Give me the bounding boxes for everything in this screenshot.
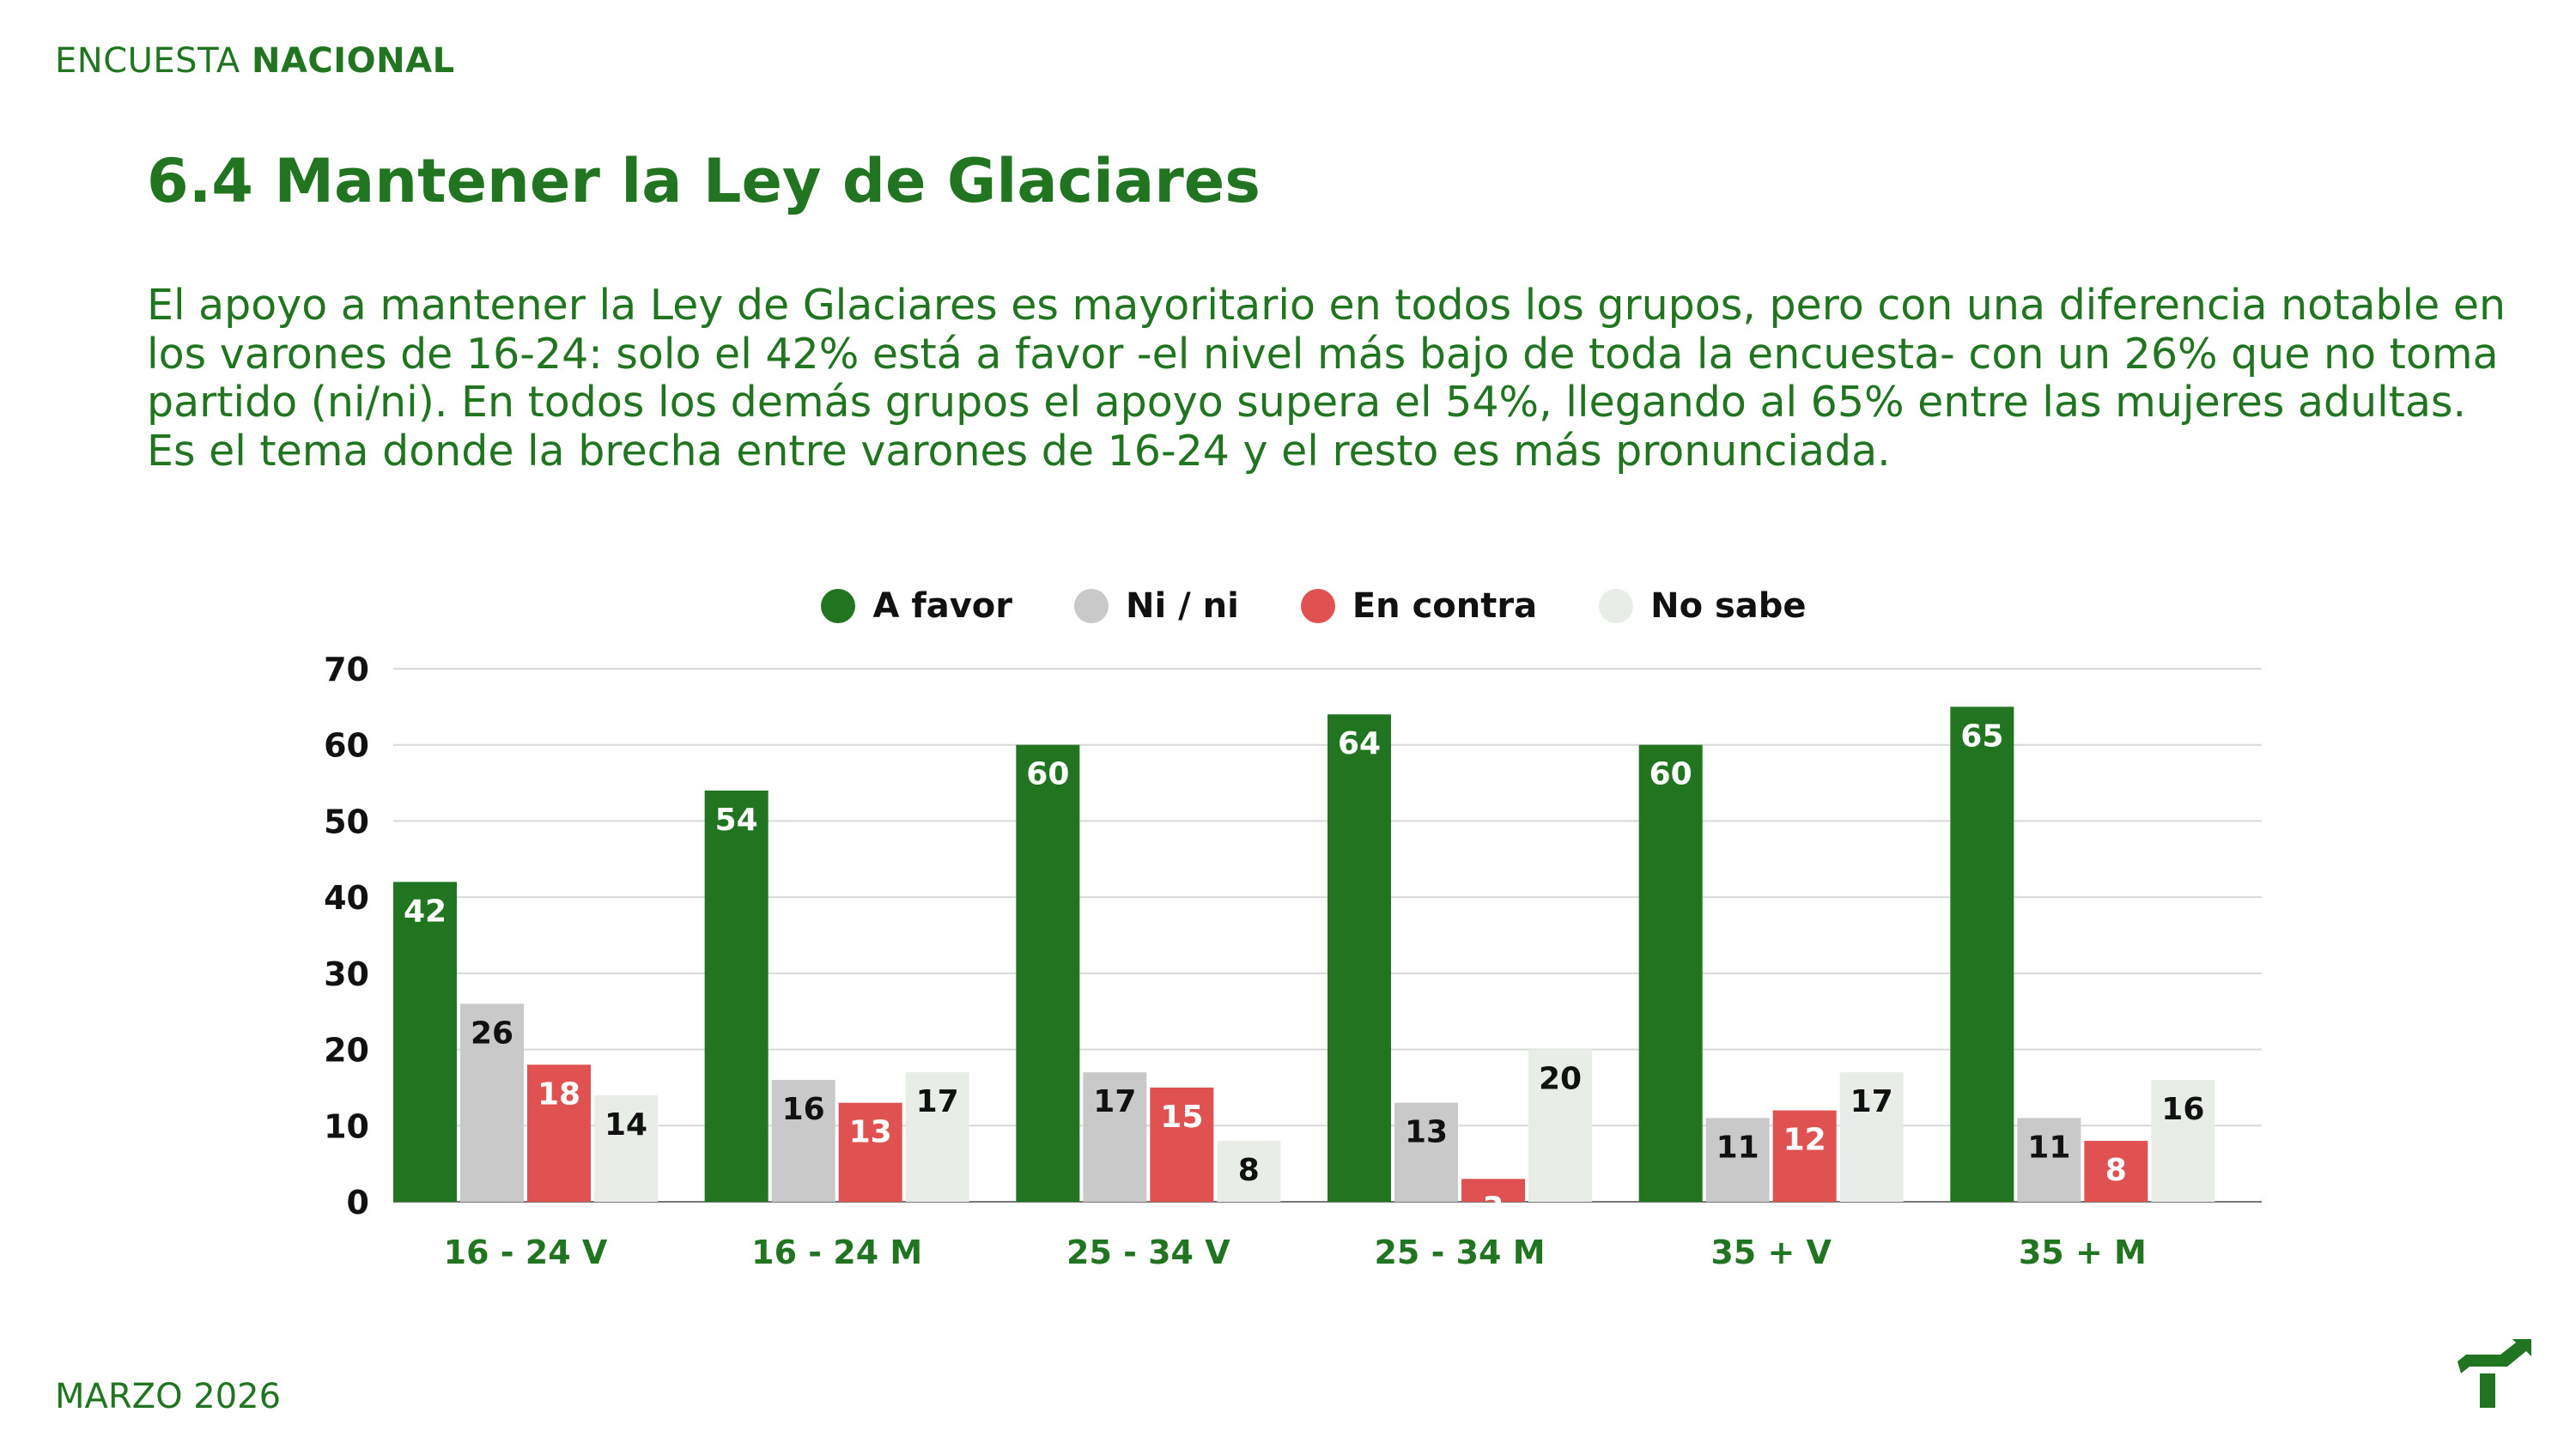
bar-ni-ni [1083,1072,1147,1202]
y-tick-label: 30 [324,955,369,993]
kicker-light: ENCUESTA [55,41,240,81]
x-category-label: 16 - 24 M [751,1234,922,1271]
bar-en-contra [1150,1087,1214,1202]
y-tick-label: 20 [324,1032,369,1070]
bar-ni-ni [771,1080,835,1202]
bar-a-favor [393,882,457,1202]
page-title: 6.4 Mantener la Ley de Glaciares [147,146,1261,216]
bar-a-favor [1327,714,1391,1202]
bar-ni-ni [460,1003,524,1202]
bar-en-contra [2084,1141,2148,1202]
y-tick-label: 60 [324,727,369,765]
survey-kicker: ENCUESTA NACIONAL [55,41,455,81]
bar-en-contra [838,1102,902,1202]
x-category-label: 25 - 34 M [1374,1234,1545,1271]
bar-no-sabe [1528,1049,1592,1202]
arrow-t-logo-icon [2458,1339,2531,1408]
y-tick-label: 50 [324,803,369,840]
data-label: 26 [471,1016,513,1051]
data-label: 16 [2161,1092,2204,1127]
y-tick-label: 70 [324,651,369,688]
data-label: 12 [1783,1123,1826,1158]
data-label: 11 [1716,1130,1759,1165]
y-tick-label: 40 [324,879,369,917]
x-category-label: 16 - 24 V [444,1234,608,1271]
x-category-label: 35 + V [1710,1234,1832,1271]
legend-label: Ni / ni [1126,586,1239,626]
bar-ni-ni [2017,1118,2081,1202]
y-tick-label: 0 [347,1184,369,1222]
data-label: 13 [1405,1115,1448,1150]
data-label: 15 [1160,1100,1203,1135]
data-label: 8 [1238,1153,1260,1188]
description: El apoyo a mantener la Ley de Glaciares … [147,281,2506,476]
legend-item: Ni / ni [1074,586,1239,626]
legend-dot-icon [821,589,856,623]
data-label: 20 [1539,1062,1582,1097]
bar-no-sabe [2151,1080,2215,1202]
chart-legend: A favor Ni / ni En contra No sabe [0,586,2576,626]
bar-a-favor [1638,744,1703,1202]
legend-item: A favor [821,586,1012,626]
bar-no-sabe [594,1094,658,1202]
data-label: 17 [916,1084,959,1119]
bar-en-contra [1772,1110,1837,1202]
bar-no-sabe [905,1072,969,1202]
x-category-label: 25 - 34 V [1066,1234,1230,1271]
data-label: 11 [2027,1130,2070,1165]
bar-no-sabe [1217,1141,1281,1202]
data-label: 42 [404,894,447,929]
bar-no-sabe [1839,1072,1904,1202]
bar-en-contra [527,1064,591,1202]
data-label: 18 [538,1076,580,1112]
legend-item: No sabe [1599,586,1807,626]
data-label: 17 [1093,1084,1136,1119]
legend-label: A favor [872,586,1013,626]
legend-dot-icon [1599,589,1634,623]
legend-label: No sabe [1650,586,1807,626]
bar-ni-ni [1705,1118,1770,1202]
data-label: 60 [1026,757,1069,792]
footer-date: MARZO 2026 [55,1377,282,1416]
legend-label: En contra [1352,586,1538,626]
bar-a-favor [704,790,769,1202]
bar-a-favor [1950,706,2014,1202]
legend-dot-icon [1300,589,1335,623]
bar-en-contra [1461,1179,1525,1202]
legend-dot-icon [1074,589,1109,623]
x-category-label: 35 + M [2019,1234,2147,1271]
kicker-bold: NACIONAL [251,41,455,81]
data-label: 13 [849,1115,892,1150]
data-label: 60 [1649,757,1692,792]
bar-ni-ni [1394,1102,1458,1202]
data-label: 3 [1482,1191,1504,1226]
data-label: 17 [1850,1084,1893,1119]
data-label: 54 [715,803,758,838]
legend-item: En contra [1300,586,1538,626]
data-label: 16 [782,1092,825,1127]
data-label: 64 [1338,726,1381,761]
bar-a-favor [1016,744,1080,1202]
y-tick-label: 10 [324,1107,369,1145]
data-label: 14 [605,1107,647,1143]
data-label: 8 [2105,1153,2127,1188]
data-label: 65 [1960,718,2003,754]
